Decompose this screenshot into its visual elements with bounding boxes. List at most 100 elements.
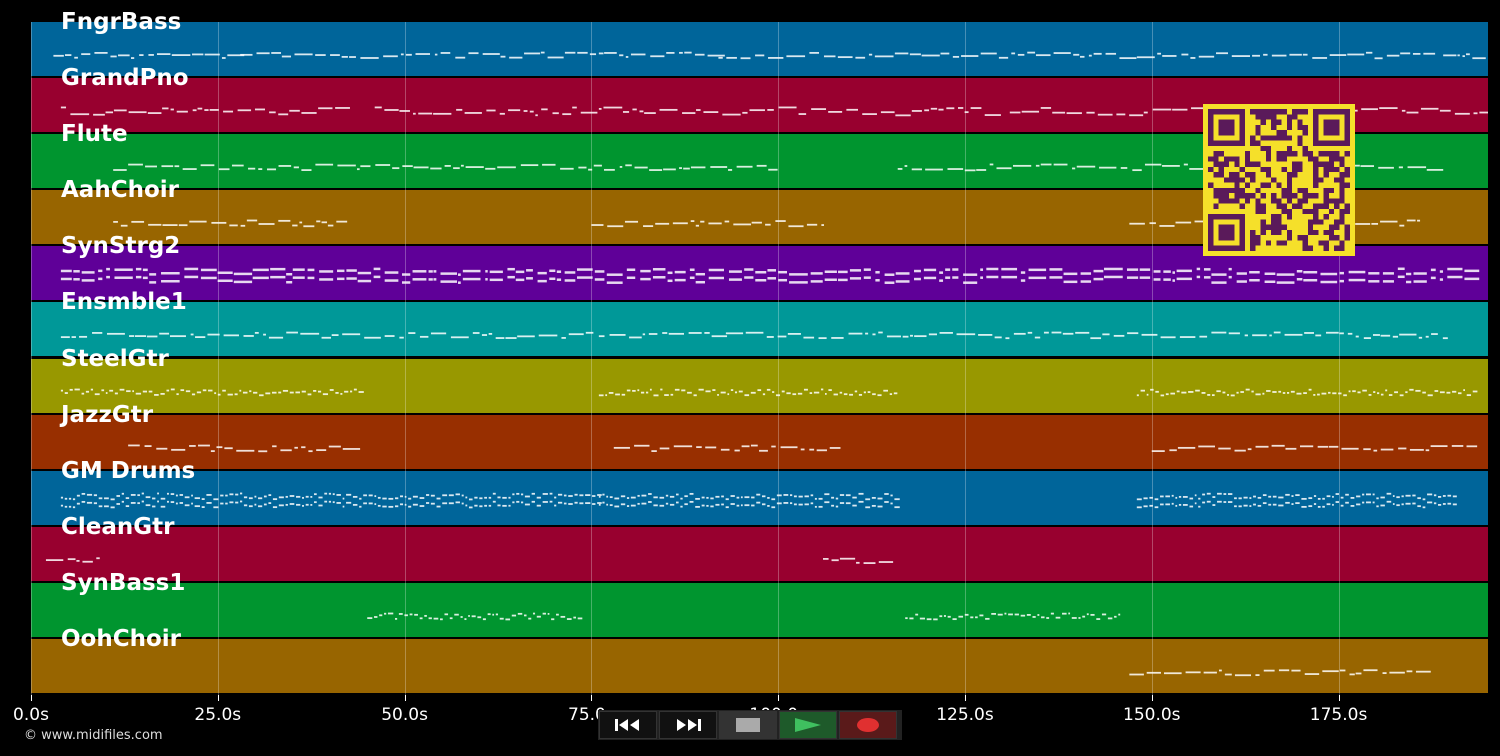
midi-note xyxy=(776,494,782,496)
midi-note xyxy=(94,51,108,54)
midi-note xyxy=(577,268,593,272)
track-name: Flute xyxy=(61,121,128,148)
midi-note xyxy=(1401,109,1406,112)
midi-note xyxy=(757,388,762,391)
midi-note xyxy=(1276,281,1295,285)
midi-note xyxy=(357,280,372,283)
midi-note xyxy=(1479,111,1488,114)
midi-note xyxy=(229,224,238,227)
midi-note xyxy=(74,388,80,390)
midi-note xyxy=(1012,165,1032,167)
midi-note xyxy=(1236,280,1247,284)
qr-module xyxy=(1229,156,1235,162)
track-lane-oohchoir[interactable]: OohChoir xyxy=(31,626,1488,695)
qr-module xyxy=(1334,166,1340,173)
midi-note xyxy=(1451,444,1464,447)
midi-note xyxy=(430,332,447,335)
midi-note xyxy=(484,496,487,499)
play-button[interactable] xyxy=(779,711,837,739)
midi-note xyxy=(515,270,525,274)
midi-note xyxy=(1442,337,1448,340)
midi-note xyxy=(761,495,766,497)
midi-note xyxy=(1063,280,1078,284)
track-lane-steelgtr[interactable]: SteelGtr xyxy=(31,346,1488,415)
midi-note xyxy=(170,108,174,111)
midi-note xyxy=(1347,53,1365,56)
stop-button[interactable] xyxy=(719,711,777,739)
qr-module xyxy=(1328,151,1335,157)
qr-module xyxy=(1223,156,1230,162)
midi-note xyxy=(179,501,184,504)
track-lane-cleangtr[interactable]: CleanGtr xyxy=(31,514,1488,583)
midi-note xyxy=(1304,673,1320,675)
midi-note xyxy=(706,496,709,499)
qr-module xyxy=(1344,172,1350,178)
midi-note xyxy=(428,617,432,619)
rewind-button[interactable] xyxy=(599,711,657,739)
midi-note xyxy=(667,279,673,283)
midi-note xyxy=(424,614,427,617)
fast-forward-button[interactable] xyxy=(659,711,717,739)
midi-note xyxy=(725,497,729,500)
track-lane-jazzgtr[interactable]: JazzGtr xyxy=(31,402,1488,471)
midi-note xyxy=(415,53,431,55)
track-lane-ensmble1[interactable]: Ensmble1 xyxy=(31,289,1488,359)
midi-note xyxy=(679,51,683,54)
midi-note xyxy=(105,111,114,114)
midi-note xyxy=(1264,272,1276,276)
qr-module xyxy=(1318,151,1324,157)
midi-note xyxy=(1433,502,1437,504)
midi-note xyxy=(1406,670,1413,673)
qr-module xyxy=(1344,166,1350,173)
midi-note xyxy=(839,501,845,504)
qr-module xyxy=(1276,229,1282,236)
qr-module xyxy=(1302,187,1308,194)
midi-note xyxy=(1150,388,1154,391)
midi-note xyxy=(798,503,803,506)
midi-note xyxy=(902,336,909,338)
midi-note xyxy=(310,495,313,498)
midi-note xyxy=(684,502,688,505)
track-lane-synbass1[interactable]: SynBass1 xyxy=(31,570,1488,639)
midi-note xyxy=(696,445,702,448)
midi-note xyxy=(240,492,243,495)
midi-note xyxy=(375,164,391,167)
midi-note xyxy=(1062,612,1067,615)
midi-note xyxy=(1088,54,1092,57)
qr-module xyxy=(1334,203,1340,209)
midi-note xyxy=(838,278,848,282)
midi-note xyxy=(863,268,871,272)
midi-note xyxy=(1350,504,1355,507)
midi-note xyxy=(688,332,702,335)
midi-note xyxy=(113,109,127,112)
midi-note xyxy=(377,504,381,507)
qr-module xyxy=(1255,203,1261,209)
midi-note xyxy=(1328,445,1339,448)
midi-note xyxy=(980,268,984,272)
midi-note xyxy=(828,111,843,113)
midi-note xyxy=(588,168,593,171)
midi-note xyxy=(1234,449,1246,452)
midi-note xyxy=(878,560,894,563)
midi-note xyxy=(1162,55,1177,57)
track-lane-gm-drums[interactable]: GM Drums xyxy=(31,458,1488,527)
track-lane-fngrbass[interactable]: FngrBass xyxy=(31,9,1488,79)
midi-note xyxy=(1392,336,1399,339)
midi-note xyxy=(523,110,528,112)
qr-module xyxy=(1250,245,1256,251)
midi-note xyxy=(777,336,787,338)
midi-note xyxy=(200,277,217,280)
qr-module xyxy=(1250,240,1256,246)
midi-note xyxy=(933,618,938,621)
record-button[interactable] xyxy=(839,711,897,739)
midi-note xyxy=(314,492,317,495)
qr-module xyxy=(1239,177,1245,183)
midi-note xyxy=(1188,390,1194,393)
midi-note xyxy=(482,618,486,620)
midi-note xyxy=(814,505,817,508)
midi-note xyxy=(194,496,200,499)
note-roll xyxy=(45,557,894,564)
midi-note xyxy=(142,390,147,392)
qr-module xyxy=(1292,172,1298,178)
midi-note xyxy=(332,492,335,495)
